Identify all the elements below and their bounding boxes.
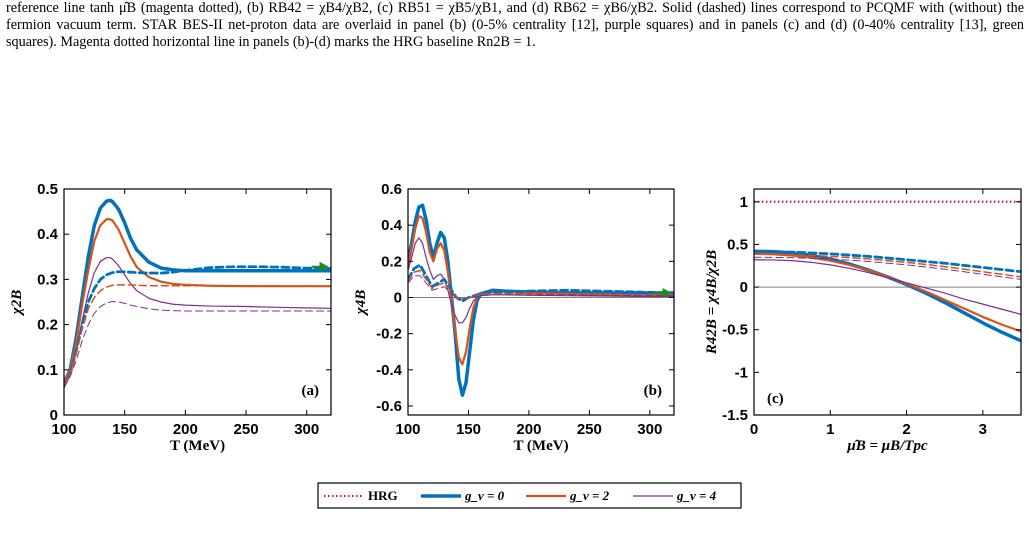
y-tick-label: -0.5 [722, 322, 748, 339]
x-tick-label: 0 [750, 421, 758, 438]
y-tick-label: 0.5 [37, 181, 58, 198]
plot-area [408, 203, 674, 397]
plot-area [64, 198, 331, 389]
y-tick-label: 0.4 [381, 217, 403, 234]
series-line-purple-dashed [408, 275, 674, 300]
series-line-orange-solid [64, 218, 331, 385]
panel-label: (c) [767, 391, 784, 407]
series-line-blue-dashed [64, 265, 331, 388]
figure-caption: reference line tanh μ̂B (magenta dotted)… [6, 0, 1024, 51]
legend-item: HRG [324, 488, 398, 503]
y-tick-label: 1 [740, 194, 748, 211]
series-line-blue-solid [64, 198, 331, 386]
x-tick-label: 2 [902, 421, 910, 438]
y-tick-label: -0.2 [376, 326, 402, 343]
x-tick-label: 1 [826, 421, 834, 438]
arrow-head [662, 287, 672, 298]
y-tick-label: 0.5 [727, 236, 748, 253]
series-line-orange-dashed [64, 284, 331, 387]
legend-label: g_v = 0 [464, 488, 505, 503]
x-tick-label: 250 [577, 421, 602, 438]
x-tick-label: 200 [516, 421, 541, 438]
chart-panel-a: 100 150 200 250 300 0 0.1 0.2 0.3 0.4 0.5 (a) T (MeV… [9, 181, 332, 454]
y-axis-label: R42B = χ4B/χ2B [704, 250, 720, 355]
legend-label: g_v = 4 [676, 488, 717, 503]
x-tick-label: 300 [637, 421, 662, 438]
y-axis-label: χ4B [353, 290, 369, 316]
x-tick-label: 3 [979, 421, 987, 438]
legend-item: g_v = 4 [633, 488, 717, 503]
y-tick-label: -1 [735, 364, 748, 381]
series-line-blue-solid [408, 203, 674, 397]
panel-label: (b) [644, 383, 662, 399]
y-tick-label: 0.6 [381, 181, 402, 198]
series-line-purple-solid [754, 259, 1021, 315]
series-line-blue-dashed [754, 249, 1021, 274]
x-tick-label: 150 [456, 421, 481, 438]
legend-item: g_v = 2 [526, 488, 610, 503]
x-axis-label: T (MeV) [170, 438, 225, 454]
x-tick-label: 100 [51, 421, 76, 438]
series-line-orange-solid [754, 252, 1021, 333]
series-line-blue-solid [754, 249, 1021, 343]
x-tick-label: 300 [294, 421, 319, 438]
x-tick-label: 100 [395, 421, 420, 438]
x-tick-label: 250 [234, 421, 259, 438]
legend-label: g_v = 2 [569, 488, 610, 503]
y-tick-label: -0.6 [376, 398, 402, 415]
plot-area [754, 200, 1021, 343]
axes-frame [63, 188, 332, 416]
y-tick-label: 0 [740, 279, 748, 296]
y-tick-label: -1.5 [722, 407, 748, 424]
x-tick-label: 150 [112, 421, 137, 438]
series-line-purple-dashed [754, 256, 1021, 280]
chart-panel-c: 0 1 2 3 -1.5 -1 -0.5 0 0.5 1 (c) μ̂B = μB/Tpc R42B =… [704, 188, 1022, 454]
legend-label: HRG [368, 488, 398, 503]
arrow-head [319, 261, 329, 272]
y-axis-label: χ2B [9, 290, 25, 316]
y-tick-label: 0.4 [37, 226, 59, 243]
panel-label: (a) [302, 383, 320, 399]
x-tick-label: 200 [173, 421, 198, 438]
y-tick-label: 0 [394, 289, 402, 306]
caption-text: reference line tanh μ̂B (magenta dotted)… [6, 0, 1024, 50]
chart-panel-b: 100 150 200 250 300 -0.6 -0.4 -0.2 0 0.2 0.4 0.6 (b)… [353, 181, 675, 454]
series-line-orange-dashed [754, 253, 1021, 278]
series-line-purple-solid [64, 257, 331, 389]
y-tick-label: 0.1 [37, 362, 58, 379]
y-tick-label: 0.2 [381, 253, 402, 270]
y-tick-label: 0.2 [37, 317, 58, 334]
y-tick-label: -0.4 [376, 362, 403, 379]
y-tick-label: 0.3 [37, 271, 58, 288]
legend: HRG g_v = 0 g_v = 2 g_v = 4 [317, 482, 742, 509]
legend-item: g_v = 0 [421, 488, 505, 503]
y-tick-label: 0 [50, 407, 58, 424]
axes-frame [753, 188, 1022, 416]
x-axis-label: T (MeV) [513, 438, 568, 454]
x-axis-label: μ̂B = μB/Tpc [846, 438, 928, 454]
series-line-purple-dashed [64, 301, 331, 389]
axes-frame [407, 188, 675, 416]
series-line-blue-dashed [408, 263, 674, 303]
